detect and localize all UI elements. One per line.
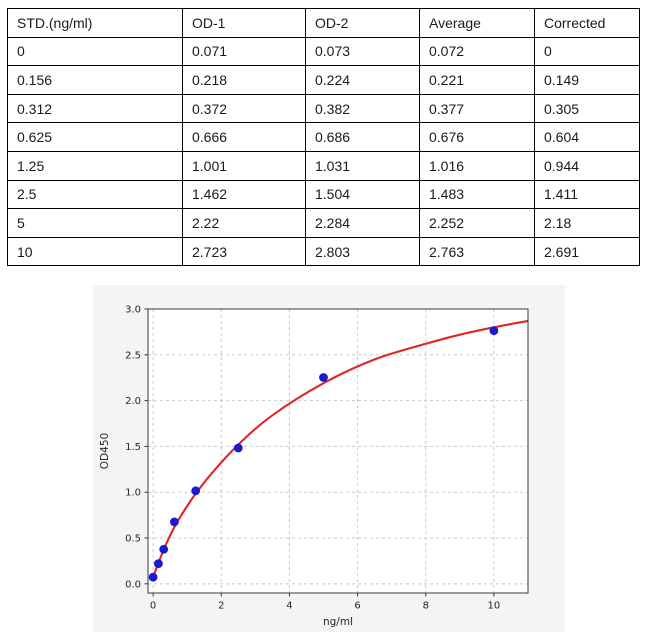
table-cell: 0.312 (7, 93, 183, 124)
data-point (159, 544, 169, 554)
table-row: 2.5 1.462 1.504 1.483 1.411 (7, 179, 640, 210)
table-cell: 5 (7, 208, 183, 238)
y-tick-label: 1.5 (125, 442, 141, 453)
data-point (170, 517, 179, 527)
axes-spines (147, 308, 529, 594)
y-axis-label: OD450 (99, 433, 111, 469)
x-tick-label: 6 (354, 601, 360, 612)
table-cell: 2.763 (419, 236, 535, 267)
table-cell: 2.22 (182, 208, 306, 238)
standards-table-body: 0 0.071 0.073 0.072 0 0.156 0.218 0.224 0.221 0.1… (7, 36, 640, 267)
table-cell: 0.305 (534, 93, 640, 124)
table-cell: 0.072 (419, 36, 535, 67)
x-tick-label: 0 (150, 601, 156, 612)
table-cell: 0.676 (419, 122, 535, 152)
table-cell: 1.016 (419, 150, 535, 181)
table-cell: 1.001 (182, 150, 306, 181)
table-header-row: STD.(ng/ml) OD-1 OD-2 Average Corrected (7, 8, 640, 38)
table-cell: 2.284 (305, 208, 420, 238)
table-cell: 2.803 (305, 236, 420, 267)
data-point (191, 486, 201, 496)
table-row: 1.25 1.001 1.031 1.016 0.944 (7, 150, 640, 181)
table-cell: 10 (7, 236, 183, 267)
table-cell: 1.411 (534, 179, 640, 210)
x-tick-label: 10 (488, 601, 501, 612)
data-point (489, 326, 499, 336)
column-header: OD-1 (182, 8, 306, 38)
y-tick-label: 3.0 (125, 305, 141, 316)
table-cell: 0.686 (305, 122, 420, 152)
column-header: Average (419, 8, 535, 38)
table-cell: 1.483 (419, 179, 535, 210)
standards-table: STD.(ng/ml) OD-1 OD-2 Average Corrected 0 0.0… (7, 8, 640, 267)
column-header: Corrected (534, 8, 640, 38)
table-cell: 0.377 (419, 93, 535, 124)
data-point (319, 373, 328, 382)
plot-area (148, 309, 528, 593)
column-header: OD-2 (305, 8, 420, 38)
table-cell: 0.666 (182, 122, 306, 152)
table-cell: 0.382 (305, 93, 420, 124)
table-cell: 1.462 (182, 179, 306, 210)
x-tick-label: 2 (218, 601, 224, 612)
table-cell: 0.073 (305, 36, 420, 67)
table-cell: 0.944 (534, 150, 640, 181)
fit-curve-line (152, 319, 528, 577)
table-row: 10 2.723 2.803 2.763 2.691 (7, 236, 640, 267)
y-tick-label: 0.5 (125, 534, 141, 545)
y-tick-label: 0.0 (125, 579, 141, 590)
table-cell: 0.372 (182, 93, 306, 124)
data-point (233, 443, 243, 453)
y-tick-label: 2.0 (125, 396, 141, 407)
standard-curve-figure: 0 2 4 6 8 10 0.0 0.5 1.0 1.5 2.0 2.5 3.0 ng/ml OD450 (93, 285, 565, 632)
table-cell: 0.149 (534, 65, 640, 95)
y-tick-label: 1.0 (125, 488, 141, 499)
table-cell: 1.25 (7, 150, 183, 181)
x-tick-label: 4 (286, 601, 292, 612)
x-tick-label: 8 (423, 601, 429, 612)
table-cell: 0.156 (7, 65, 183, 95)
data-point (148, 572, 158, 582)
table-row: 0.625 0.666 0.686 0.676 0.604 (7, 122, 640, 152)
table-cell: 2.691 (534, 236, 640, 267)
table-row: 0.312 0.372 0.382 0.377 0.305 (7, 93, 640, 124)
table-row: 5 2.22 2.284 2.252 2.18 (7, 208, 640, 238)
table-cell: 1.031 (305, 150, 420, 181)
table-cell: 0.218 (182, 65, 306, 95)
x-axis-label: ng/ml (323, 616, 353, 628)
data-point (154, 559, 163, 568)
standards-table-header: STD.(ng/ml) OD-1 OD-2 Average Corrected (7, 8, 640, 38)
table-cell: 2.18 (534, 208, 640, 238)
table-cell: 0 (7, 36, 183, 67)
table-cell: 0.071 (182, 36, 306, 67)
table-cell: 2.723 (182, 236, 306, 267)
column-header: STD.(ng/ml) (7, 8, 183, 38)
table-cell: 0.625 (7, 122, 183, 152)
table-cell: 1.504 (305, 179, 420, 210)
table-cell: 2.5 (7, 179, 183, 210)
table-cell: 0 (534, 36, 640, 67)
table-cell: 0.221 (419, 65, 535, 95)
table-row: 0.156 0.218 0.224 0.221 0.149 (7, 65, 640, 95)
table-cell: 0.604 (534, 122, 640, 152)
standard-curve-chart: 0 2 4 6 8 10 0.0 0.5 1.0 1.5 2.0 2.5 3.0 ng/ml OD450 (99, 305, 529, 628)
table-cell: 2.252 (419, 208, 535, 238)
y-tick-label: 2.5 (125, 350, 141, 361)
table-cell: 0.224 (305, 65, 420, 95)
table-row: 0 0.071 0.073 0.072 0 (7, 36, 640, 67)
